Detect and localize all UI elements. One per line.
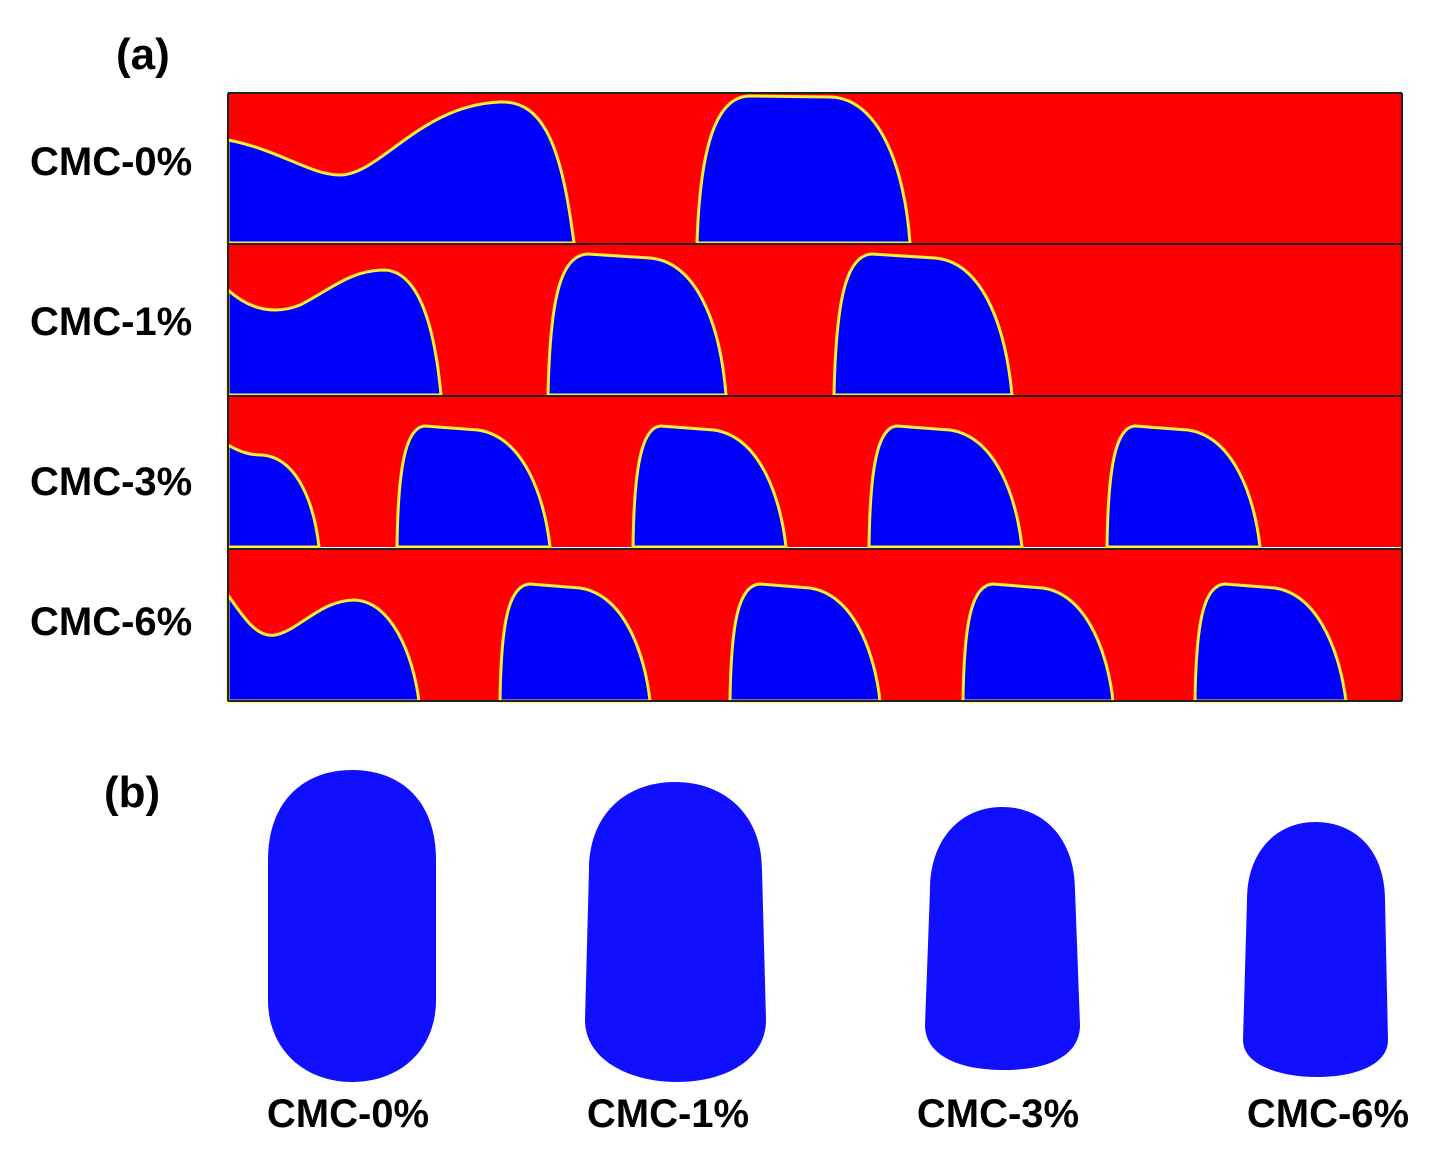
- taylor-bubble-tail: [226, 442, 321, 549]
- row-cmc-1: [226, 245, 1402, 397]
- taylor-bubble: [728, 582, 882, 703]
- bubble-label-cmc-1: CMC-1%: [586, 1092, 750, 1136]
- panel-b-label: (b): [104, 768, 161, 817]
- taylor-bubble: [498, 582, 652, 703]
- row-dividers: [227, 92, 1403, 702]
- taylor-bubble-tail: [226, 590, 421, 703]
- bubble-shape-cmc-6: [1243, 822, 1388, 1077]
- taylor-bubble-tail: [226, 100, 576, 245]
- row-label-cmc-0: CMC-0%: [30, 140, 193, 184]
- bubble-shape-cmc-0: [268, 770, 436, 1082]
- taylor-bubble: [695, 94, 912, 245]
- panel-a-simulation: [226, 92, 1403, 703]
- taylor-bubble-tail: [226, 268, 443, 397]
- bubble-shape-cmc-1: [585, 782, 766, 1082]
- taylor-bubble: [546, 252, 728, 397]
- row-label-cmc-3: CMC-3%: [30, 460, 193, 504]
- bubble-label-cmc-3: CMC-3%: [916, 1092, 1080, 1136]
- taylor-bubble: [395, 424, 552, 549]
- bubble-label-cmc-0: CMC-0%: [266, 1092, 430, 1136]
- taylor-bubble: [1105, 424, 1262, 549]
- row-cmc-3: [226, 397, 1402, 549]
- row-label-cmc-1: CMC-1%: [30, 300, 193, 344]
- bubble-shape-cmc-3: [925, 807, 1080, 1070]
- bubble-label-cmc-6: CMC-6%: [1246, 1092, 1410, 1136]
- row-cmc-6: [226, 550, 1402, 703]
- taylor-bubble: [961, 582, 1115, 703]
- taylor-bubble: [867, 424, 1024, 549]
- row-label-cmc-6: CMC-6%: [30, 600, 193, 644]
- row-cmc-0: [226, 93, 1402, 245]
- taylor-bubble: [832, 252, 1014, 397]
- panel-a-label: (a): [116, 30, 170, 79]
- taylor-bubble: [1193, 582, 1348, 703]
- taylor-bubble: [631, 424, 788, 549]
